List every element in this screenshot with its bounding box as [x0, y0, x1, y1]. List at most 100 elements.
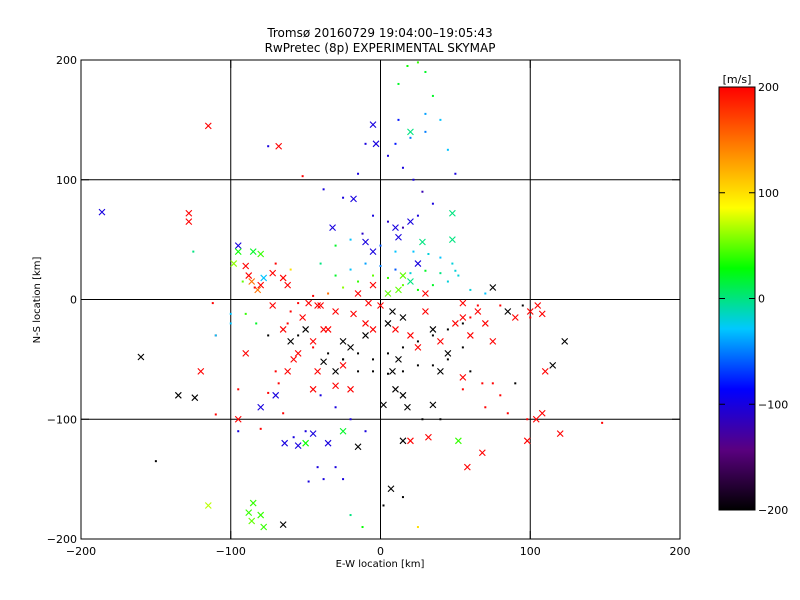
- data-point-cross: [197, 367, 205, 375]
- data-point-dot: [334, 244, 337, 247]
- data-point-dot: [327, 352, 330, 355]
- data-point-dot: [416, 288, 419, 291]
- data-point-dot: [499, 394, 502, 397]
- data-point-dot: [601, 421, 604, 424]
- data-point-dot: [379, 244, 382, 247]
- colorbar-tick-label: 100: [758, 187, 779, 200]
- data-point-cross: [365, 299, 372, 307]
- data-point-dot: [364, 142, 367, 145]
- data-point-cross: [249, 248, 257, 255]
- data-point-dot: [439, 418, 442, 421]
- data-point-cross: [399, 437, 407, 445]
- data-point-cross: [257, 281, 265, 289]
- data-point-dot: [357, 280, 360, 283]
- data-point-dot: [397, 118, 400, 121]
- colorbar-ticks: 200 100 0 −100 −200: [719, 81, 788, 517]
- data-point-dot: [421, 418, 424, 421]
- data-point-cross: [556, 430, 564, 438]
- data-point-cross: [407, 332, 414, 339]
- data-point-dot: [307, 480, 310, 483]
- colorbar-tick-label: 200: [758, 81, 779, 94]
- data-point-dot: [469, 316, 472, 319]
- data-point-cross: [329, 224, 336, 232]
- data-point-dot: [214, 334, 217, 337]
- colorbar: [m/s] 200 100 0 −100 −200: [718, 73, 788, 517]
- data-point-cross: [404, 403, 411, 411]
- data-point-dot: [386, 154, 389, 157]
- data-point-dot: [372, 370, 375, 373]
- data-point-dot: [342, 286, 345, 289]
- data-point-dot: [401, 346, 404, 349]
- data-point-dot: [154, 460, 157, 463]
- data-point-dot: [277, 382, 280, 385]
- data-point-dot: [357, 172, 360, 175]
- data-point-dot: [409, 272, 412, 275]
- data-point-cross: [339, 361, 347, 369]
- data-point-cross: [309, 338, 317, 345]
- data-point-cross: [419, 238, 426, 246]
- data-point-dot: [327, 292, 330, 295]
- data-point-cross: [474, 308, 482, 315]
- data-point-dot: [361, 232, 364, 235]
- y-axis-label: N-S location [km]: [32, 257, 43, 344]
- data-point-dot: [424, 269, 427, 272]
- data-point-cross: [269, 302, 277, 309]
- grid-lines: [81, 60, 680, 539]
- data-point-dot: [506, 412, 509, 415]
- data-point-dot: [446, 358, 449, 361]
- colorbar-tick-label: 0: [758, 293, 765, 306]
- data-point-cross: [249, 499, 257, 507]
- data-point-dot: [319, 394, 322, 397]
- data-point-dot: [394, 268, 397, 271]
- data-point-dot: [416, 61, 419, 64]
- data-point-cross: [248, 278, 256, 285]
- data-point-cross: [185, 209, 193, 217]
- data-point-cross: [347, 385, 354, 393]
- chart-subtitle: RwPretec (8p) EXPERIMENTAL SKYMAP: [265, 41, 496, 55]
- data-point-dot: [349, 238, 352, 241]
- data-point-cross: [339, 427, 347, 435]
- data-point-cross: [317, 302, 324, 309]
- data-point-dot: [382, 504, 385, 507]
- data-point-dot: [416, 364, 419, 367]
- data-point-cross: [429, 326, 437, 333]
- data-point-cross: [314, 367, 321, 375]
- data-point-cross: [437, 367, 444, 375]
- data-point-dot: [289, 310, 292, 313]
- data-point-cross: [279, 521, 287, 529]
- data-point-cross: [350, 310, 357, 318]
- x-tick-label: −200: [66, 545, 96, 558]
- data-point-cross: [281, 439, 289, 447]
- y-tick-label: 200: [56, 54, 77, 67]
- data-point-dot: [401, 226, 404, 229]
- data-point-cross: [526, 308, 534, 315]
- data-point-dot: [386, 220, 389, 223]
- data-point-cross: [425, 433, 432, 441]
- data-point-cross: [204, 502, 212, 509]
- data-point-cross: [392, 224, 399, 232]
- colorbar-unit-label: [m/s]: [723, 73, 752, 86]
- data-point-dot: [386, 372, 389, 375]
- data-point-cross: [305, 299, 313, 307]
- data-point-dot: [237, 430, 240, 433]
- data-point-dot: [427, 252, 430, 255]
- data-point-dot: [454, 269, 457, 272]
- data-point-dot: [372, 358, 375, 361]
- data-point-dot: [372, 214, 375, 217]
- data-point-cross: [372, 140, 380, 148]
- data-point-dot: [192, 250, 195, 253]
- data-point-cross: [294, 442, 302, 449]
- data-point-cross: [549, 361, 557, 369]
- data-point-dot: [416, 214, 419, 217]
- data-point-dot: [521, 304, 524, 307]
- y-tick-label: 100: [56, 174, 77, 187]
- data-point-cross: [369, 248, 377, 255]
- data-point-dot: [334, 274, 337, 277]
- data-point-cross: [245, 272, 253, 279]
- data-point-dot: [334, 406, 337, 409]
- data-point-dot: [431, 334, 434, 337]
- data-point-dot: [439, 118, 442, 121]
- data-point-dot: [401, 496, 404, 499]
- data-point-cross: [395, 355, 402, 363]
- data-point-dot: [297, 334, 300, 337]
